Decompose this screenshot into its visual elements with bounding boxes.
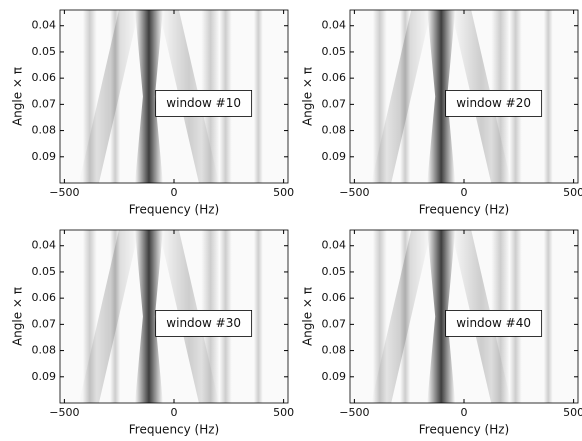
annotation-box <box>155 90 253 117</box>
x-axis-label: Frequency (Hz) <box>419 203 510 217</box>
x-tick-label: −500 <box>49 406 79 419</box>
subplot: −500 0 500 0.04 0.05 0.06 0.07 0.08 0.09 Frequenc… <box>301 229 582 437</box>
y-tick-label: 0.09 <box>322 150 347 163</box>
annotation: window #10 <box>166 96 241 110</box>
y-axis-label: Angle × π <box>11 287 25 346</box>
y-tick-label: 0.07 <box>322 317 347 330</box>
y-tick-label: 0.09 <box>322 370 347 383</box>
y-tick-label: 0.06 <box>32 71 57 84</box>
x-axis-label: Frequency (Hz) <box>129 203 220 217</box>
texture-band <box>78 230 139 403</box>
y-tick-label: 0.04 <box>322 239 347 252</box>
texture-stripe <box>253 10 263 183</box>
y-tick-label: 0.05 <box>32 45 57 58</box>
y-axis-label: Angle × π <box>301 67 315 126</box>
x-tick-label: 500 <box>563 406 582 419</box>
y-tick-label: 0.09 <box>32 370 57 383</box>
y-tick-label: 0.08 <box>32 344 57 357</box>
y-tick-label: 0.06 <box>32 291 57 304</box>
y-tick-label: 0.06 <box>322 291 347 304</box>
texture-band <box>371 10 432 183</box>
y-tick-label: 0.05 <box>32 265 57 278</box>
y-axis-label: Angle × π <box>301 287 315 346</box>
subplot: −500 0 500 0.04 0.05 0.06 0.07 0.08 0.09 Frequenc… <box>301 9 582 217</box>
annotation: window #20 <box>456 96 531 110</box>
x-tick-label: 500 <box>273 186 294 199</box>
texture-band <box>427 10 456 183</box>
y-tick-label: 0.09 <box>32 150 57 163</box>
subplot: −500 0 500 0.04 0.05 0.06 0.07 0.08 0.09 Frequenc… <box>11 229 294 437</box>
y-tick-label: 0.04 <box>32 239 57 252</box>
x-tick-label: 500 <box>563 186 582 199</box>
y-tick-label: 0.06 <box>322 71 347 84</box>
y-axis-label: Angle × π <box>11 67 25 126</box>
x-axis-label: Frequency (Hz) <box>419 423 510 437</box>
x-tick-label: 0 <box>171 406 178 419</box>
x-axis-label: Frequency (Hz) <box>129 423 220 437</box>
y-tick-label: 0.08 <box>322 124 347 137</box>
texture-band <box>134 10 163 183</box>
annotation-box <box>445 310 543 337</box>
subplot: −500 0 500 0.04 0.05 0.06 0.07 0.08 0.09 Frequenc… <box>11 9 294 217</box>
texture-band <box>78 10 139 183</box>
x-tick-label: 0 <box>171 186 178 199</box>
y-tick-label: 0.08 <box>322 344 347 357</box>
y-tick-label: 0.08 <box>32 124 57 137</box>
texture-stripe <box>543 10 553 183</box>
texture-band <box>427 230 456 403</box>
annotation: window #30 <box>166 316 241 330</box>
annotation: window #40 <box>456 316 531 330</box>
x-tick-label: 0 <box>461 186 468 199</box>
texture-stripe <box>253 230 263 403</box>
y-tick-label: 0.07 <box>32 317 57 330</box>
y-tick-label: 0.04 <box>32 19 57 32</box>
x-tick-label: −500 <box>339 406 369 419</box>
x-tick-label: 500 <box>273 406 294 419</box>
y-tick-label: 0.04 <box>322 19 347 32</box>
x-tick-label: −500 <box>49 186 79 199</box>
y-tick-label: 0.05 <box>322 265 347 278</box>
x-tick-label: −500 <box>339 186 369 199</box>
texture-stripe <box>543 230 553 403</box>
texture-band <box>134 230 163 403</box>
y-tick-label: 0.05 <box>322 45 347 58</box>
texture-band <box>371 230 432 403</box>
y-tick-label: 0.07 <box>32 97 57 110</box>
annotation-box <box>445 90 543 117</box>
y-tick-label: 0.07 <box>322 97 347 110</box>
x-tick-label: 0 <box>461 406 468 419</box>
annotation-box <box>155 310 253 337</box>
